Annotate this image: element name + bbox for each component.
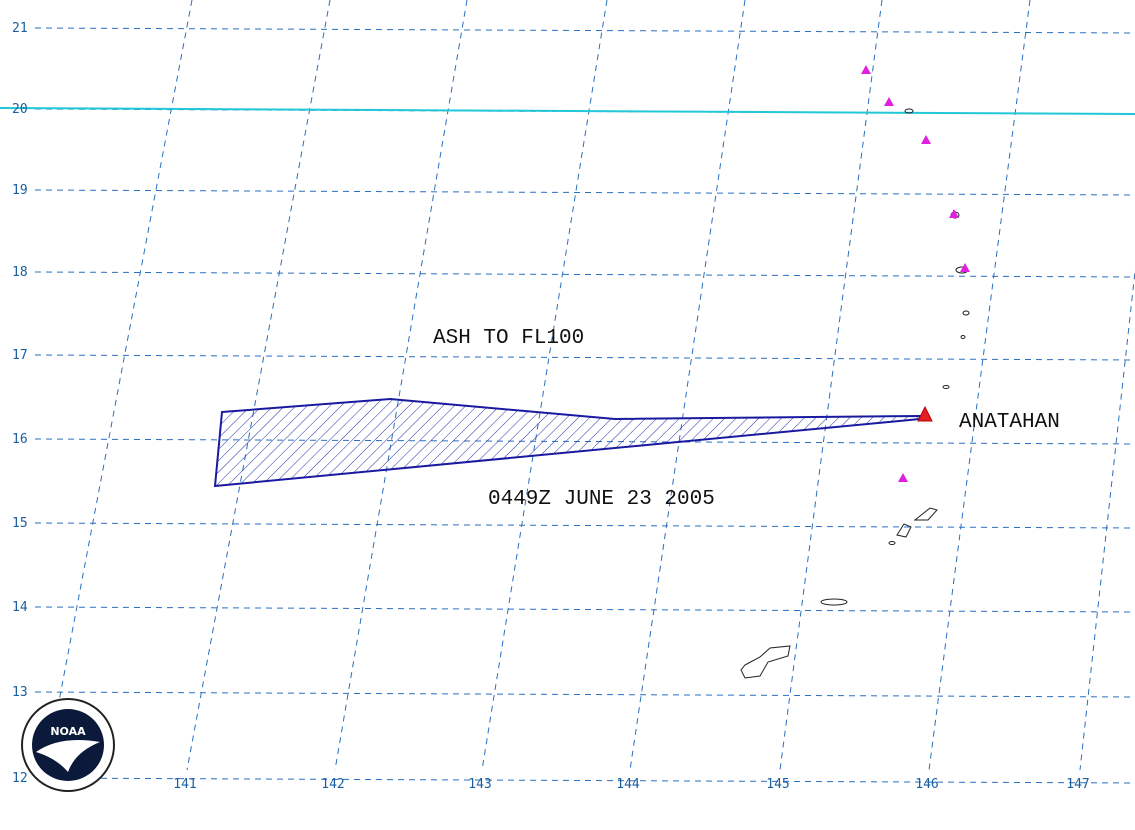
longitude-line	[481, 0, 608, 771]
longitude-label: 145	[766, 777, 789, 792]
latitude-line	[34, 777, 1135, 784]
longitude-line	[928, 0, 1031, 771]
latitude-label: 12	[12, 771, 28, 786]
latitude-line	[34, 271, 1135, 278]
noaa-logo: NOAA	[21, 698, 115, 792]
islands	[740, 108, 970, 679]
latitude-label: 13	[12, 685, 28, 700]
boundary-line	[0, 107, 1135, 115]
longitude-label: 143	[468, 777, 491, 792]
volcano-markers	[861, 65, 970, 482]
longitude-line	[629, 0, 746, 771]
graticule	[34, 0, 1135, 784]
latitude-label: 14	[12, 600, 28, 615]
latitude-label: 15	[12, 516, 28, 531]
longitude-line	[779, 0, 883, 771]
ash-plume	[213, 397, 921, 488]
longitude-label: 142	[321, 777, 344, 792]
longitude-line	[186, 0, 331, 771]
latitude-line	[34, 691, 1135, 698]
latitude-label: 16	[12, 432, 28, 447]
plume-label: ASH TO FL100	[433, 327, 584, 350]
latitude-label: 20	[12, 102, 28, 117]
latitude-line	[34, 522, 1135, 529]
longitude-line	[334, 0, 468, 771]
latitude-line	[34, 354, 1135, 361]
latitude-line	[34, 189, 1135, 196]
longitude-label: 144	[616, 777, 640, 792]
latitude-line	[34, 27, 1135, 34]
longitude-label: 146	[915, 777, 938, 792]
logo-text: NOAA	[50, 725, 86, 738]
longitude-line	[1079, 267, 1135, 771]
latitude-line	[34, 606, 1135, 613]
latitude-label: 18	[12, 265, 28, 280]
anatahan-marker	[917, 405, 933, 422]
latitude-label: 19	[12, 183, 28, 198]
volcano-label: ANATAHAN	[959, 411, 1060, 434]
latitude-label: 17	[12, 348, 28, 363]
latitude-label: 21	[12, 21, 28, 36]
time-label: 0449Z JUNE 23 2005	[488, 488, 715, 511]
longitude-label: 147	[1066, 777, 1089, 792]
longitude-line	[44, 0, 193, 776]
longitude-label: 141	[173, 777, 196, 792]
